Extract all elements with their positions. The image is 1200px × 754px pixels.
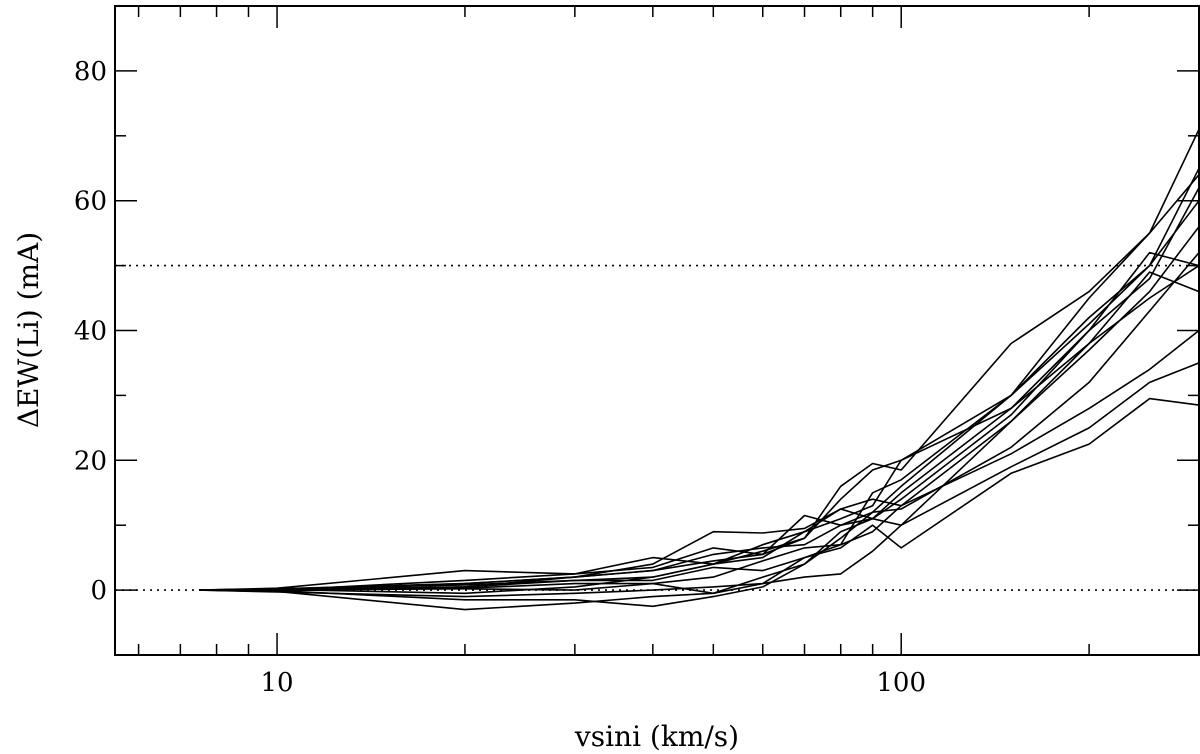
y-tick-label: 0 (90, 576, 107, 606)
y-tick-label: 40 (74, 317, 107, 347)
y-tick-label: 20 (74, 446, 107, 476)
series-line-8 (199, 329, 1200, 591)
tick-labels: 0 20 40 60 80 10 100 (74, 57, 926, 698)
reference-lines (115, 264, 1199, 591)
x-axis-title: vsini (km/s) (574, 720, 739, 753)
series-line-12 (199, 200, 1200, 595)
x-tick-label: 100 (876, 668, 926, 698)
y-tick-label: 60 (74, 187, 107, 217)
series-line-7 (199, 251, 1200, 608)
series-line-9 (199, 174, 1200, 591)
series-line-11 (199, 362, 1200, 592)
series-line-13 (199, 264, 1200, 595)
axis-ticks (115, 5, 1200, 656)
series-line-2 (199, 187, 1200, 591)
series-line-6 (199, 271, 1200, 591)
x-tick-label: 10 (261, 668, 294, 698)
series-line-10 (199, 397, 1200, 591)
series-line-3 (199, 226, 1200, 598)
series-line-1 (199, 167, 1200, 591)
y-axis-title: ΔEW(Li) (mA) (12, 232, 45, 428)
series-lines (199, 128, 1200, 611)
y-tick-label: 80 (74, 57, 107, 87)
